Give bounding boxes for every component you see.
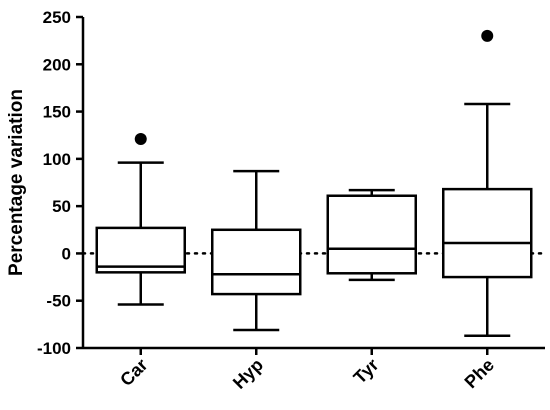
y-axis-title: Percentage variation <box>6 89 27 276</box>
outlier-point <box>481 29 494 42</box>
box-iqr <box>211 228 302 296</box>
box-car <box>95 132 186 306</box>
x-axis: Car Hyp Tyr Phe <box>83 346 545 393</box>
box-iqr <box>442 187 533 279</box>
box-phe <box>442 29 533 337</box>
x-category-label: Phe <box>461 355 498 392</box>
y-tick-label: 250 <box>43 8 71 27</box>
y-tick-label: -100 <box>37 339 71 358</box>
boxes <box>95 29 533 337</box>
y-tick-label: 50 <box>52 197 71 216</box>
x-category-label: Car <box>116 355 151 390</box>
y-axis: -100 -50 0 50 100 150 200 250 <box>37 8 85 358</box>
x-category-label: Hyp <box>229 355 267 393</box>
box-hyp <box>211 169 302 332</box>
box-iqr <box>326 194 417 275</box>
x-category-label: Tyr <box>350 355 383 388</box>
outlier-point <box>134 132 147 145</box>
y-tick-label: 150 <box>43 103 71 122</box>
y-tick-label: 200 <box>43 55 71 74</box>
box-iqr <box>95 226 186 274</box>
box-tyr <box>326 188 417 282</box>
y-tick-label: 0 <box>62 244 71 263</box>
y-tick-label: 100 <box>43 150 71 169</box>
y-tick-label: -50 <box>46 292 71 311</box>
